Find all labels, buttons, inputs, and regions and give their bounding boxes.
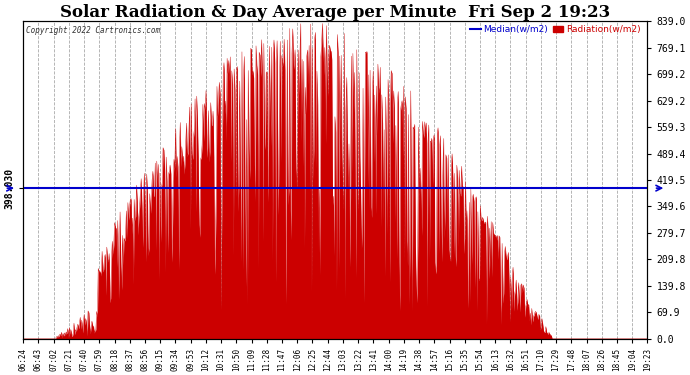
Title: Solar Radiation & Day Average per Minute  Fri Sep 2 19:23: Solar Radiation & Day Average per Minute… <box>60 4 611 21</box>
Text: Copyright 2022 Cartronics.com: Copyright 2022 Cartronics.com <box>26 26 161 35</box>
Legend: Median(w/m2), Radiation(w/m2): Median(w/m2), Radiation(w/m2) <box>466 21 644 38</box>
